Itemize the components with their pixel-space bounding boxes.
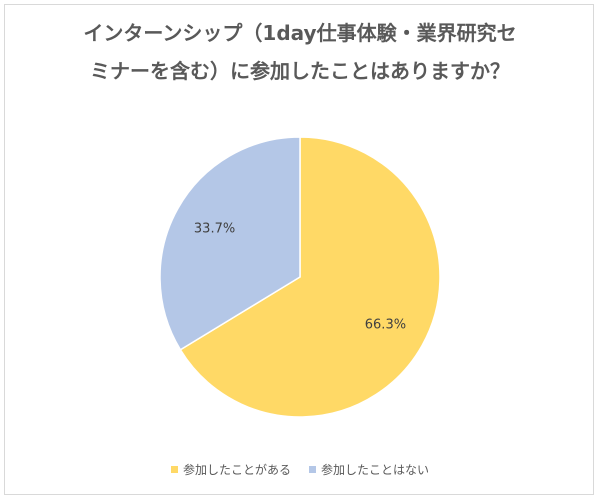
chart-title-line-1: インターンシップ（1day仕事体験・業界研究セ xyxy=(83,21,517,45)
pie-slice-participated xyxy=(179,136,441,418)
chart-title-line-2: ミナーを含む）に参加したことはありますか？ xyxy=(90,59,510,83)
legend-swatch-not-participated xyxy=(309,465,316,473)
legend-item-participated: 参加したことがある xyxy=(170,461,291,478)
data-label-participated: 66.3% xyxy=(365,318,406,333)
legend-label-not-participated: 参加したことはない xyxy=(321,462,430,477)
data-label-not-participated: 33.7% xyxy=(194,221,235,236)
legend-swatch-participated xyxy=(170,465,178,473)
pie-slice-not-participated xyxy=(159,136,301,351)
legend-label-participated: 参加したことがある xyxy=(182,462,291,477)
chart-legend: 参加したことがある 参加したことはない xyxy=(0,458,600,480)
legend-item-not-participated: 参加したことはない xyxy=(309,461,429,478)
chart-title: インターンシップ（1day仕事体験・業界研究セ ミナーを含む）に参加したことはあ… xyxy=(0,14,600,90)
